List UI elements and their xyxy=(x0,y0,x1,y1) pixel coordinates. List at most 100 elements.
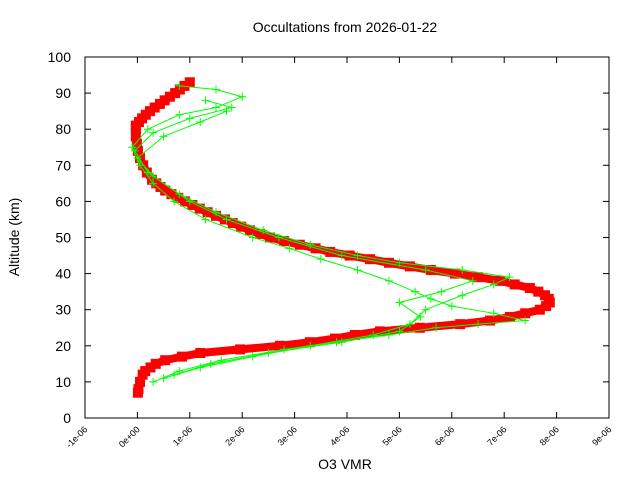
data-point xyxy=(306,240,315,249)
data-point xyxy=(458,291,467,300)
data-point xyxy=(474,320,482,329)
data-point xyxy=(255,228,266,239)
data-point xyxy=(245,225,256,236)
data-point xyxy=(384,276,393,285)
data-point xyxy=(149,172,158,181)
x-tick-label: 3e-06 xyxy=(276,424,299,447)
data-point xyxy=(432,323,441,332)
x-tick-label: 5e-06 xyxy=(380,424,403,447)
data-point xyxy=(212,103,220,112)
data-point xyxy=(184,77,195,88)
data-point xyxy=(384,330,393,339)
data-point xyxy=(395,327,404,336)
y-axis-label: Altitude (km) xyxy=(6,198,22,277)
data-point xyxy=(264,232,275,243)
data-point xyxy=(131,138,142,149)
data-point xyxy=(411,287,420,296)
data-point xyxy=(280,345,289,354)
data-point xyxy=(170,370,179,379)
data-point xyxy=(201,96,210,105)
data-point xyxy=(176,351,187,362)
plot-data xyxy=(128,77,555,398)
data-point xyxy=(143,125,152,134)
data-point xyxy=(212,208,220,217)
y-tick-label: 30 xyxy=(55,302,71,318)
data-point xyxy=(202,207,213,218)
data-point xyxy=(447,302,456,311)
x-tick-label: 6e-06 xyxy=(433,424,456,447)
data-point xyxy=(509,279,520,290)
series-line xyxy=(131,78,554,394)
data-point xyxy=(425,264,436,275)
data-point xyxy=(540,290,551,301)
data-point xyxy=(520,308,531,319)
data-point xyxy=(173,192,184,203)
data-point xyxy=(259,226,268,235)
data-point xyxy=(485,315,496,326)
data-point xyxy=(294,239,305,250)
data-point xyxy=(145,362,156,373)
data-point xyxy=(149,179,158,188)
data-point xyxy=(222,107,231,116)
x-tick-label: 7e-06 xyxy=(485,424,508,447)
x-axis-label: O3 VMR xyxy=(318,456,372,472)
y-tick-label: 20 xyxy=(55,338,71,354)
y-tick-label: 50 xyxy=(55,230,71,246)
x-tick-label: 8e-06 xyxy=(538,424,561,447)
data-point xyxy=(187,200,198,211)
data-point xyxy=(274,340,285,351)
data-point xyxy=(489,280,498,289)
data-point xyxy=(175,110,184,119)
data-point xyxy=(421,265,430,274)
data-point xyxy=(222,215,231,224)
data-point xyxy=(304,337,315,348)
y-tick-label: 100 xyxy=(48,49,72,65)
data-point xyxy=(437,287,446,296)
data-point xyxy=(534,304,545,315)
data-point xyxy=(416,312,425,321)
data-point xyxy=(329,333,340,344)
data-point xyxy=(140,366,151,377)
y-tick-label: 60 xyxy=(55,193,71,209)
data-point xyxy=(164,91,175,102)
data-point xyxy=(149,102,160,113)
data-point xyxy=(227,103,236,112)
y-tick-label: 90 xyxy=(55,85,71,101)
data-point xyxy=(383,257,394,268)
x-tick-label: 0e+00 xyxy=(117,424,142,449)
data-point xyxy=(166,189,177,200)
data-point xyxy=(274,233,283,242)
data-point xyxy=(170,197,179,206)
x-tick-label: 4e-06 xyxy=(328,424,351,447)
data-point xyxy=(160,355,171,366)
data-point xyxy=(473,272,483,283)
data-point xyxy=(533,286,544,297)
data-point xyxy=(337,338,346,347)
data-point xyxy=(468,276,477,285)
data-point xyxy=(150,358,161,369)
data-point xyxy=(349,329,360,340)
data-point xyxy=(449,268,460,279)
data-point xyxy=(279,236,290,247)
data-point xyxy=(196,117,205,126)
y-tick-label: 70 xyxy=(55,157,71,173)
y-tick-label: 80 xyxy=(55,121,71,137)
series-0 xyxy=(130,77,555,398)
data-point xyxy=(185,197,194,206)
data-point xyxy=(180,196,191,207)
data-point xyxy=(285,244,294,253)
data-point xyxy=(236,221,247,232)
x-tick-label: 2e-06 xyxy=(223,424,246,447)
data-point xyxy=(414,322,425,333)
data-point xyxy=(133,384,144,395)
data-point xyxy=(365,254,376,265)
data-point xyxy=(195,348,206,359)
data-point xyxy=(337,251,346,260)
data-point xyxy=(185,114,194,123)
data-point xyxy=(201,215,210,224)
data-point xyxy=(206,359,215,368)
data-point xyxy=(521,316,530,325)
data-point xyxy=(159,132,168,141)
data-point xyxy=(353,265,362,274)
